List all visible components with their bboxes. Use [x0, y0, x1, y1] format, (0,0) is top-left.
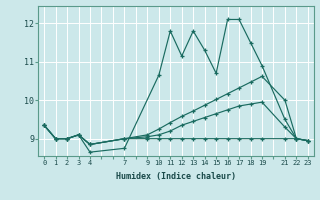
X-axis label: Humidex (Indice chaleur): Humidex (Indice chaleur)	[116, 172, 236, 181]
